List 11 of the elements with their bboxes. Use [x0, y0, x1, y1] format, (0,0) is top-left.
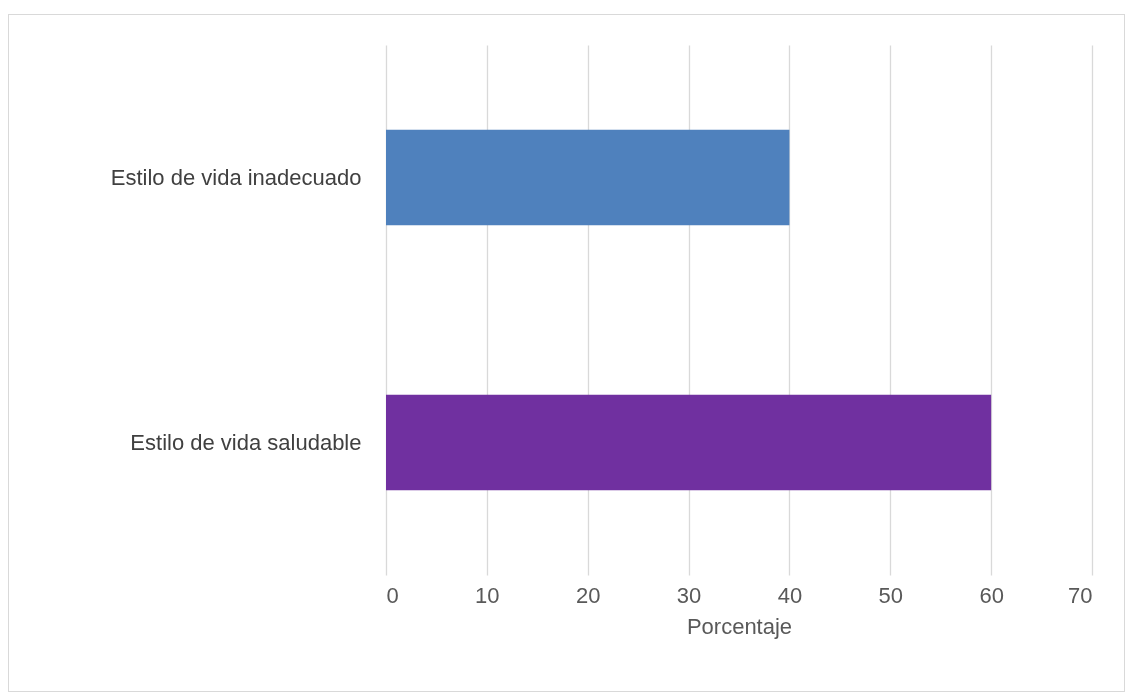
- y-tick-label: Estilo de vida saludable: [130, 429, 362, 455]
- x-axis-title: Porcentaje: [686, 613, 793, 639]
- x-tick-label: 40: [777, 582, 803, 608]
- x-tick-label: 10: [475, 582, 500, 608]
- x-tick-label: 30: [676, 582, 702, 608]
- x-tick-label: 70: [1068, 582, 1093, 608]
- x-tick-label: 60: [979, 582, 1004, 608]
- x-tick-label: 0: [386, 582, 399, 608]
- x-tick-label: 20: [575, 582, 601, 608]
- y-tick-label: Estilo de vida inadecuado: [110, 164, 362, 190]
- x-tick-label: 50: [878, 582, 904, 608]
